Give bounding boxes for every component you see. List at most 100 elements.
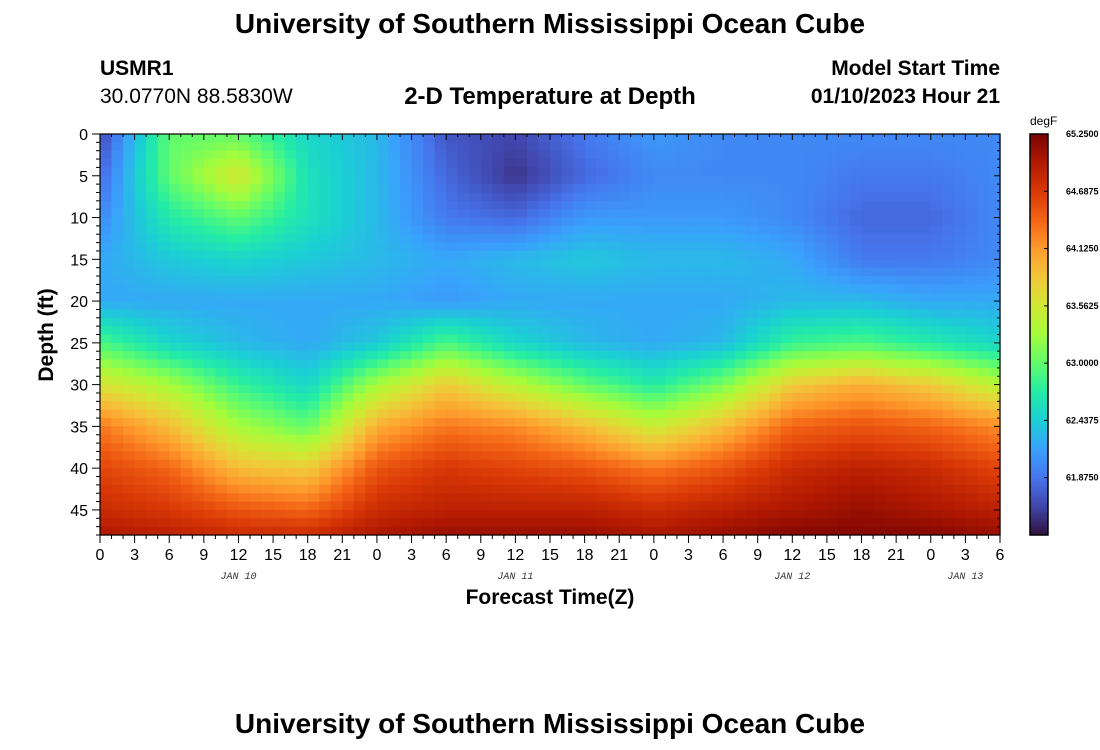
heatmap-cell bbox=[942, 259, 955, 269]
heatmap-cell bbox=[457, 284, 470, 294]
x-axis: 0 3 6 9 12 15 18 21 0 3 6 9 12 15 18 21 0 3 6 9 12 15 18 21 0 3 6J… bbox=[96, 134, 1005, 583]
heatmap-cell bbox=[215, 359, 228, 369]
heatmap-cell bbox=[457, 242, 470, 252]
heatmap-cell bbox=[757, 342, 770, 352]
heatmap-cell bbox=[169, 401, 182, 411]
heatmap-cell bbox=[365, 418, 378, 427]
heatmap-cell bbox=[111, 250, 124, 260]
heatmap-cell bbox=[100, 401, 113, 411]
colorbar-tick-label: 64.6875 bbox=[1066, 186, 1099, 196]
heatmap-cell bbox=[526, 134, 540, 143]
heatmap-cell bbox=[896, 392, 909, 402]
heatmap-cell bbox=[342, 351, 355, 361]
heatmap-cell bbox=[307, 242, 320, 252]
heatmap-cell bbox=[192, 242, 205, 252]
heatmap-cell bbox=[711, 384, 724, 394]
heatmap-cell bbox=[400, 476, 413, 486]
heatmap-cell bbox=[584, 284, 597, 294]
heatmap-cell bbox=[469, 209, 482, 219]
heatmap-cell bbox=[100, 184, 113, 194]
heatmap-cell bbox=[734, 200, 747, 210]
heatmap-cell bbox=[203, 392, 216, 402]
heatmap-cell bbox=[976, 401, 990, 411]
heatmap-cell bbox=[261, 242, 274, 252]
heatmap-cell bbox=[930, 509, 943, 519]
heatmap-cell bbox=[884, 501, 897, 511]
heatmap-cell bbox=[492, 476, 505, 486]
heatmap-cell bbox=[907, 409, 920, 419]
heatmap-cell bbox=[123, 409, 136, 419]
heatmap-cell bbox=[307, 250, 320, 260]
heatmap-cell bbox=[342, 225, 355, 235]
heatmap-cell bbox=[169, 217, 182, 227]
heatmap-cell bbox=[423, 175, 436, 185]
heatmap-cell bbox=[134, 250, 147, 260]
heatmap-cell bbox=[446, 200, 459, 210]
heatmap-cell bbox=[780, 276, 793, 285]
heatmap-cell bbox=[907, 501, 920, 511]
heatmap-cell bbox=[319, 493, 332, 503]
heatmap-cell bbox=[469, 351, 482, 361]
heatmap-cell bbox=[942, 234, 955, 244]
heatmap-cell bbox=[930, 367, 943, 377]
heatmap-cell bbox=[203, 468, 216, 478]
heatmap-cell bbox=[376, 259, 390, 269]
heatmap-cell bbox=[573, 175, 586, 185]
heatmap-cell bbox=[146, 334, 159, 344]
heatmap-cell bbox=[388, 509, 401, 519]
heatmap-cell bbox=[596, 242, 609, 252]
heatmap-cell bbox=[619, 459, 632, 469]
heatmap-cell bbox=[215, 317, 228, 327]
heatmap-cell bbox=[503, 284, 516, 294]
heatmap-cell bbox=[180, 267, 193, 277]
heatmap-cell bbox=[746, 301, 759, 311]
heatmap-cell bbox=[607, 367, 620, 377]
heatmap-cell bbox=[526, 392, 540, 402]
heatmap-cell bbox=[342, 509, 355, 519]
heatmap-cell bbox=[226, 150, 240, 160]
heatmap-cell bbox=[642, 192, 655, 202]
heatmap-cell bbox=[376, 334, 390, 344]
heatmap-cell bbox=[400, 250, 413, 260]
heatmap-cell bbox=[826, 184, 840, 194]
heatmap-cell bbox=[423, 384, 436, 394]
heatmap-cell bbox=[215, 334, 228, 344]
heatmap-cell bbox=[273, 476, 286, 486]
heatmap-cell bbox=[861, 200, 874, 210]
heatmap-cell bbox=[376, 401, 390, 411]
heatmap-cell bbox=[296, 342, 309, 352]
heatmap-cell bbox=[365, 468, 378, 478]
heatmap-cell bbox=[850, 392, 863, 402]
heatmap-cell bbox=[803, 501, 816, 511]
heatmap-cell bbox=[896, 134, 909, 143]
heatmap-cell bbox=[423, 518, 436, 528]
heatmap-cell bbox=[238, 426, 251, 436]
heatmap-cell bbox=[665, 217, 678, 227]
heatmap-cell bbox=[434, 509, 447, 519]
heatmap-cell bbox=[965, 409, 978, 419]
heatmap-cell bbox=[353, 134, 366, 143]
heatmap-cell bbox=[792, 192, 805, 202]
heatmap-cell bbox=[376, 351, 390, 361]
heatmap-cell bbox=[492, 167, 505, 177]
heatmap-cell bbox=[723, 326, 736, 336]
heatmap-cell bbox=[330, 167, 343, 177]
heatmap-cell bbox=[676, 484, 690, 494]
heatmap-cell bbox=[700, 259, 713, 269]
heatmap-cell bbox=[157, 200, 170, 210]
heatmap-cell bbox=[215, 367, 228, 377]
heatmap-cell bbox=[584, 434, 597, 444]
x-tick-label: 6 bbox=[719, 547, 728, 564]
heatmap-cell bbox=[100, 150, 113, 160]
heatmap-cell bbox=[838, 276, 851, 285]
heatmap-cell bbox=[965, 392, 978, 402]
heatmap-cell bbox=[400, 309, 413, 319]
heatmap-cell bbox=[953, 184, 966, 194]
heatmap-cell bbox=[803, 259, 816, 269]
heatmap-cell bbox=[307, 484, 320, 494]
heatmap-cell bbox=[665, 142, 678, 152]
heatmap-cell bbox=[342, 334, 355, 344]
heatmap-cell bbox=[192, 292, 205, 302]
heatmap-cell bbox=[538, 175, 551, 185]
